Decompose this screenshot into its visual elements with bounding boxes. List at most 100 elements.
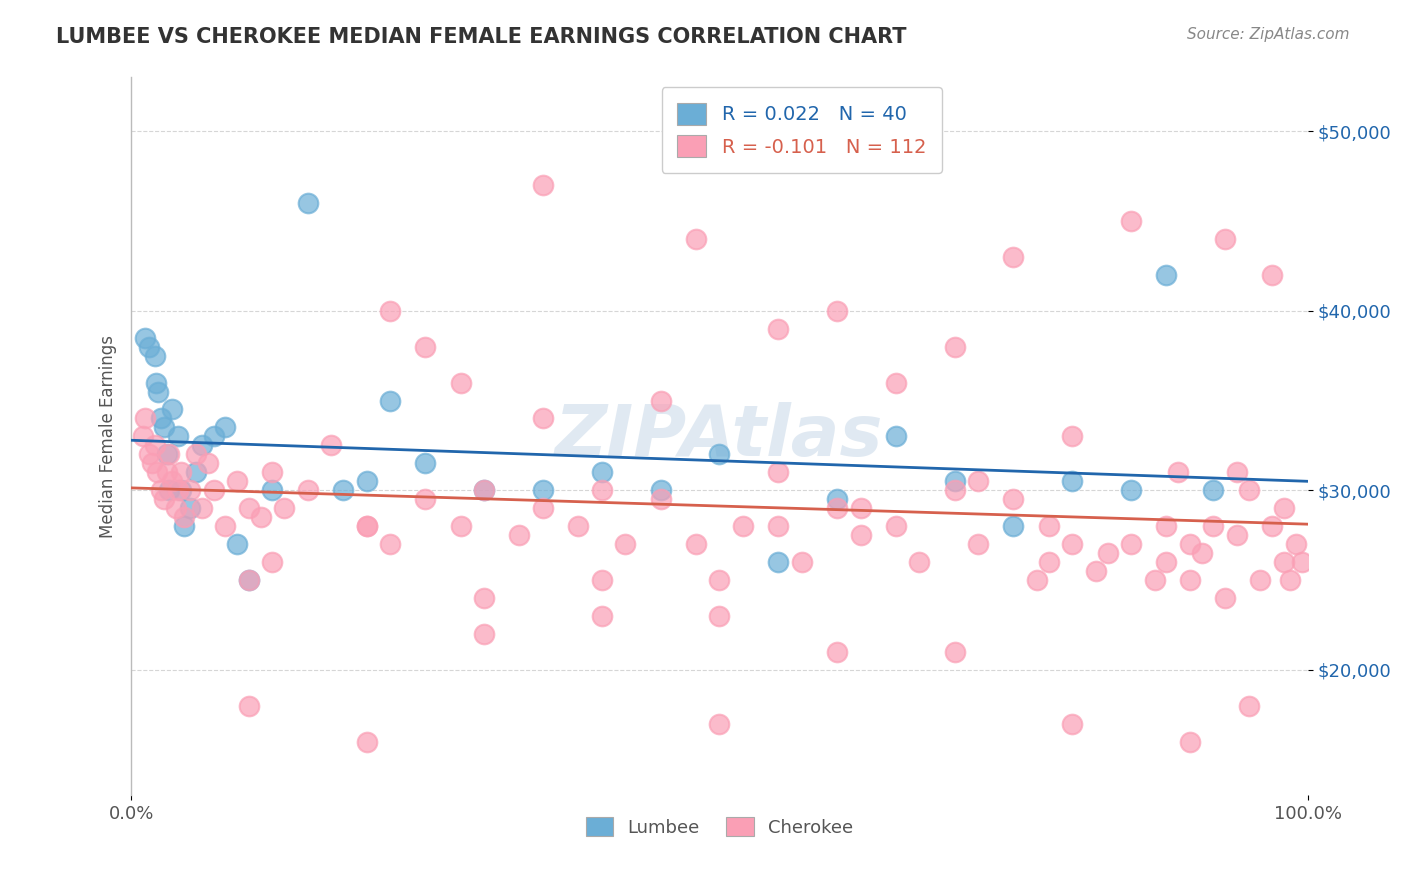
Point [356, 519, 378, 533]
Point [378, 303, 401, 318]
Point [138, 447, 160, 461]
Point [1237, 698, 1260, 713]
Point [1285, 537, 1308, 551]
Point [685, 537, 707, 551]
Point [709, 608, 731, 623]
Point [226, 537, 249, 551]
Point [415, 340, 437, 354]
Point [591, 608, 613, 623]
Point [1261, 519, 1284, 533]
Point [155, 466, 177, 480]
Point [825, 492, 848, 507]
Point [1062, 429, 1084, 443]
Point [153, 492, 176, 507]
Point [650, 492, 672, 507]
Point [297, 196, 319, 211]
Point [162, 402, 184, 417]
Point [1062, 475, 1084, 489]
Point [202, 483, 225, 498]
Point [238, 573, 260, 587]
Point [472, 483, 495, 498]
Point [1213, 591, 1236, 605]
Point [766, 519, 789, 533]
Point [849, 528, 872, 542]
Point [790, 555, 813, 569]
Point [450, 519, 472, 533]
Point [191, 501, 214, 516]
Point [1178, 573, 1201, 587]
Point [1143, 573, 1166, 587]
Text: ZIPAtlas: ZIPAtlas [555, 402, 883, 471]
Point [884, 376, 907, 390]
Point [262, 466, 284, 480]
Point [162, 475, 184, 489]
Point [134, 331, 156, 345]
Point [766, 466, 789, 480]
Point [1084, 564, 1107, 578]
Point [169, 466, 191, 480]
Point [731, 519, 754, 533]
Point [378, 537, 401, 551]
Point [165, 501, 187, 516]
Point [1213, 232, 1236, 246]
Point [1119, 483, 1142, 498]
Point [173, 510, 195, 524]
Point [157, 447, 180, 461]
Point [214, 519, 236, 533]
Point [531, 483, 554, 498]
Point [709, 573, 731, 587]
Point [146, 466, 169, 480]
Point [1202, 483, 1225, 498]
Point [450, 376, 472, 390]
Point [143, 349, 166, 363]
Point [202, 429, 225, 443]
Point [825, 645, 848, 659]
Y-axis label: Median Female Earnings: Median Female Earnings [100, 334, 117, 538]
Point [143, 438, 166, 452]
Point [967, 475, 990, 489]
Point [943, 475, 966, 489]
Point [226, 475, 249, 489]
Point [943, 645, 966, 659]
Point [1119, 214, 1142, 228]
Point [1249, 573, 1271, 587]
Point [1026, 573, 1049, 587]
Point [415, 492, 437, 507]
Point [531, 411, 554, 425]
Point [1167, 466, 1189, 480]
Point [472, 483, 495, 498]
Point [766, 555, 789, 569]
Point [155, 447, 177, 461]
Point [238, 698, 260, 713]
Point [356, 475, 378, 489]
Text: Source: ZipAtlas.com: Source: ZipAtlas.com [1187, 27, 1350, 42]
Point [1156, 268, 1178, 282]
Point [173, 519, 195, 533]
Point [332, 483, 354, 498]
Point [1097, 546, 1119, 560]
Point [1002, 519, 1025, 533]
Point [650, 483, 672, 498]
Point [472, 591, 495, 605]
Point [273, 501, 295, 516]
Point [849, 501, 872, 516]
Point [472, 627, 495, 641]
Point [179, 501, 201, 516]
Text: LUMBEE VS CHEROKEE MEDIAN FEMALE EARNINGS CORRELATION CHART: LUMBEE VS CHEROKEE MEDIAN FEMALE EARNING… [56, 27, 907, 46]
Point [378, 393, 401, 408]
Point [184, 466, 207, 480]
Point [531, 178, 554, 193]
Point [167, 429, 190, 443]
Point [825, 501, 848, 516]
Point [1202, 519, 1225, 533]
Point [508, 528, 530, 542]
Point [1178, 537, 1201, 551]
Point [149, 483, 172, 498]
Point [297, 483, 319, 498]
Point [1191, 546, 1213, 560]
Point [134, 411, 156, 425]
Point [1002, 250, 1025, 264]
Point [157, 483, 180, 498]
Point [184, 447, 207, 461]
Point [1156, 555, 1178, 569]
